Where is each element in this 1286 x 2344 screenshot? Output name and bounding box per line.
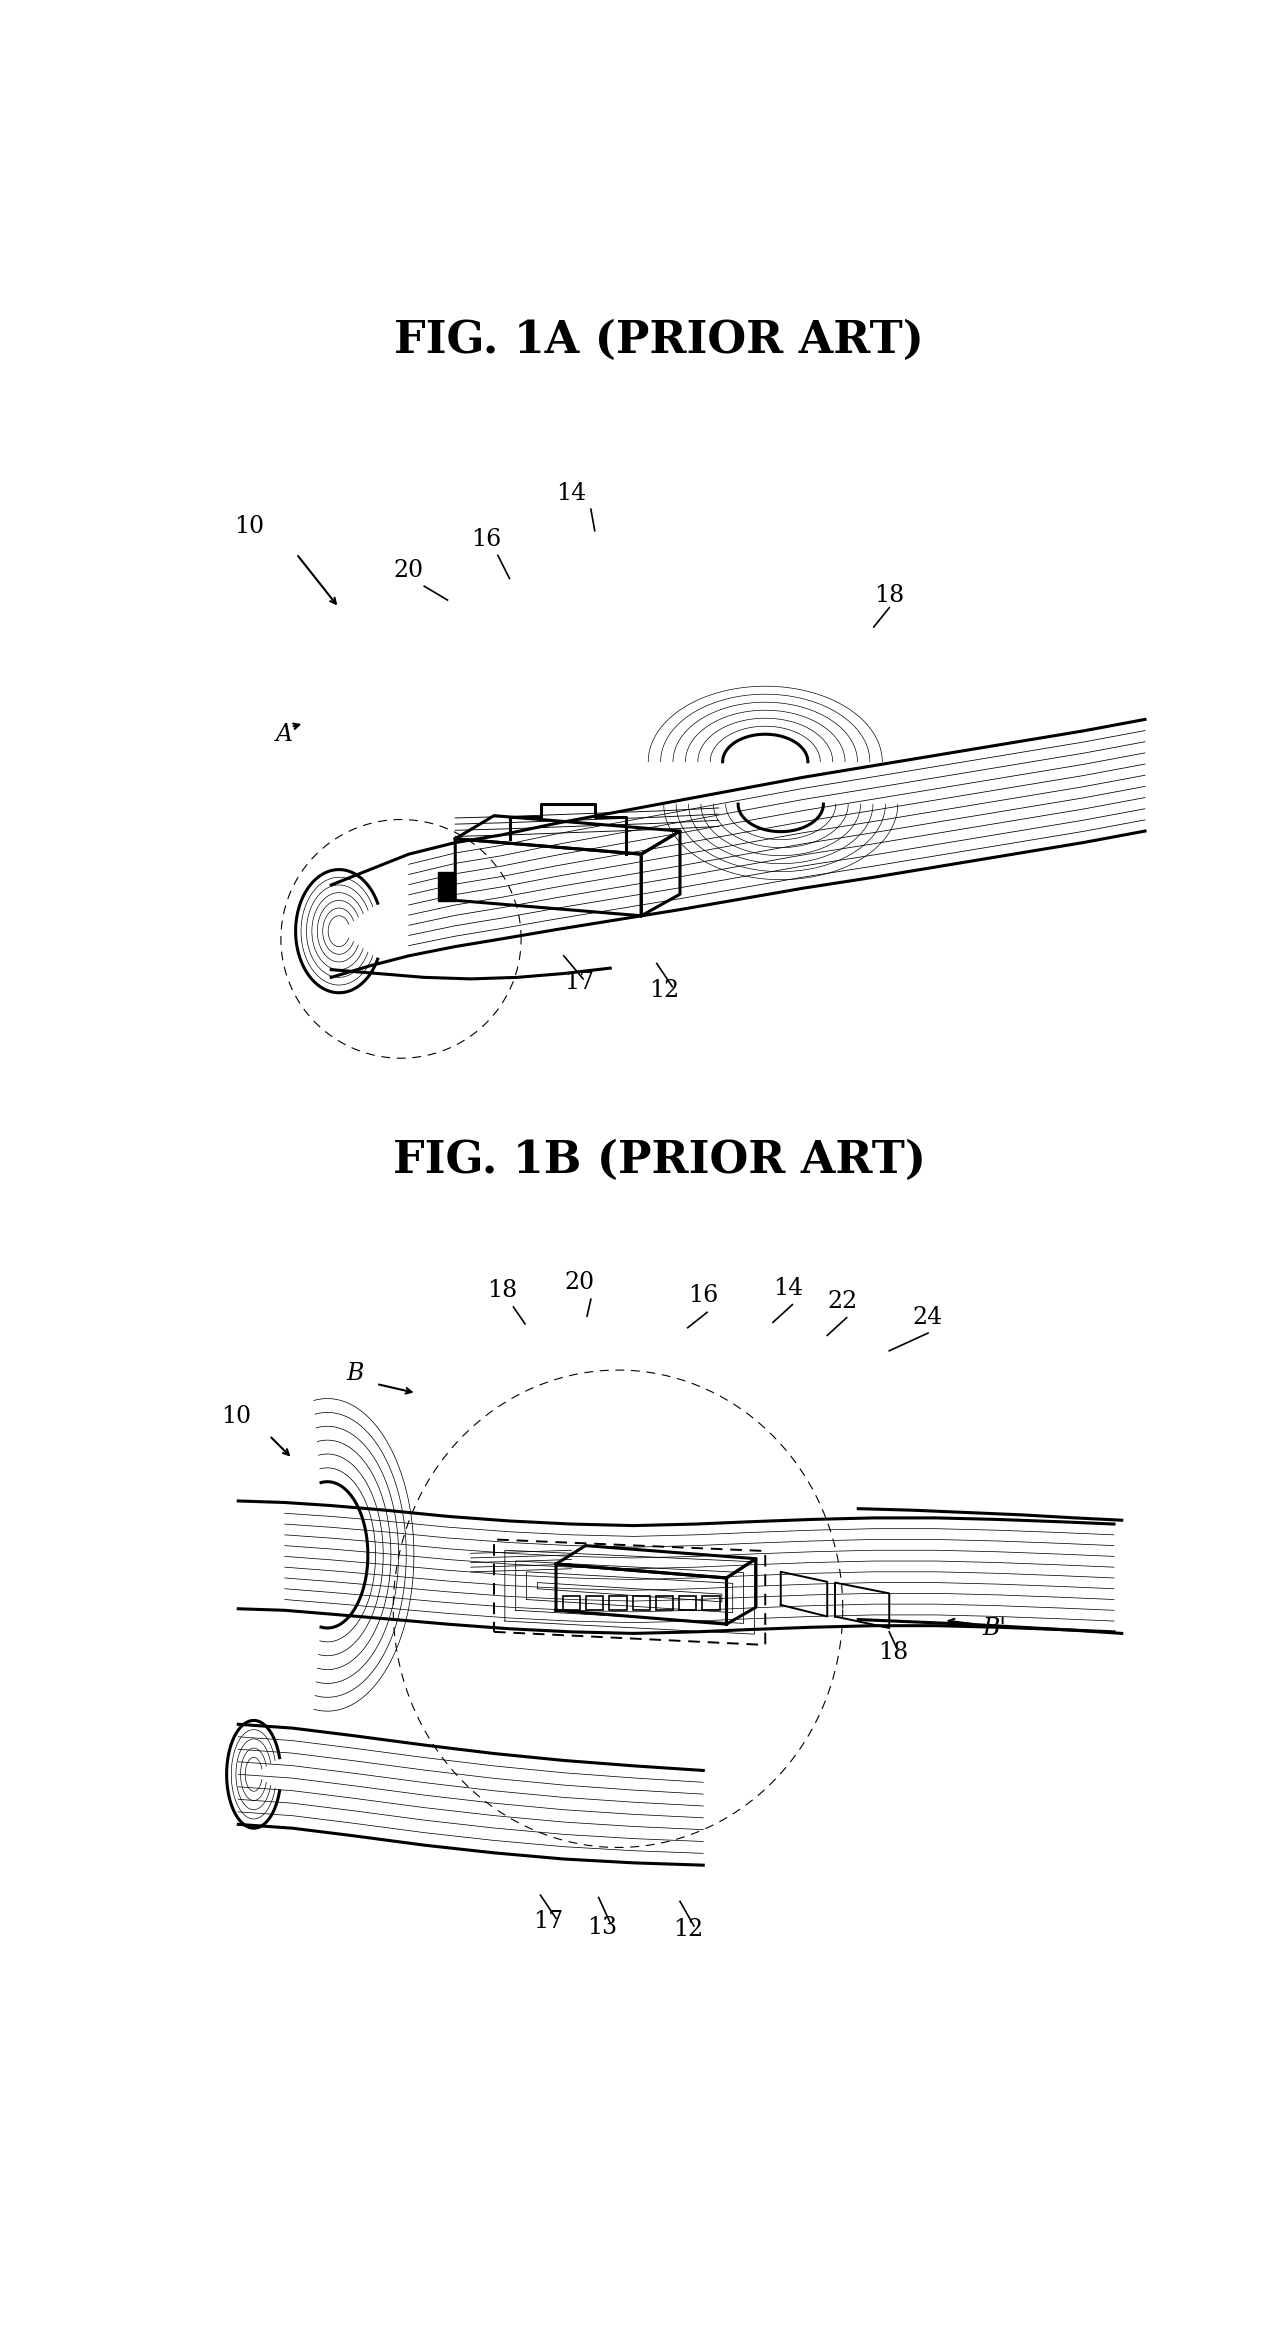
Bar (439, 891, 455, 900)
Text: 16: 16 (471, 527, 502, 551)
Text: B: B (347, 1362, 364, 1385)
Bar (439, 872, 455, 881)
Text: 14: 14 (557, 483, 586, 504)
Text: 20: 20 (565, 1270, 594, 1294)
Text: B': B' (983, 1617, 1006, 1638)
Bar (610, 1596, 626, 1610)
Text: 17: 17 (534, 1910, 563, 1934)
Text: 14: 14 (773, 1277, 804, 1299)
Text: 12: 12 (649, 977, 679, 1001)
Bar (563, 1596, 580, 1610)
Bar (439, 881, 455, 891)
Bar (586, 1596, 603, 1610)
Text: FIG. 1B (PRIOR ART): FIG. 1B (PRIOR ART) (392, 1139, 926, 1181)
Text: 18: 18 (878, 1641, 908, 1664)
Text: FIG. 1A (PRIOR ART): FIG. 1A (PRIOR ART) (394, 319, 925, 361)
Bar (656, 1596, 673, 1610)
Text: 18: 18 (486, 1280, 517, 1301)
Text: 10: 10 (221, 1404, 251, 1427)
Text: 13: 13 (588, 1915, 617, 1938)
Text: A: A (275, 724, 292, 745)
Bar (633, 1596, 649, 1610)
Bar (702, 1596, 720, 1610)
Text: 10: 10 (234, 516, 265, 539)
Text: 24: 24 (913, 1306, 943, 1329)
Text: 12: 12 (673, 1917, 703, 1941)
Text: 20: 20 (394, 558, 424, 581)
Text: 18: 18 (874, 584, 904, 607)
Text: 17: 17 (565, 970, 594, 994)
Bar (679, 1596, 696, 1610)
Text: 22: 22 (828, 1292, 858, 1313)
Text: 16: 16 (688, 1285, 719, 1308)
